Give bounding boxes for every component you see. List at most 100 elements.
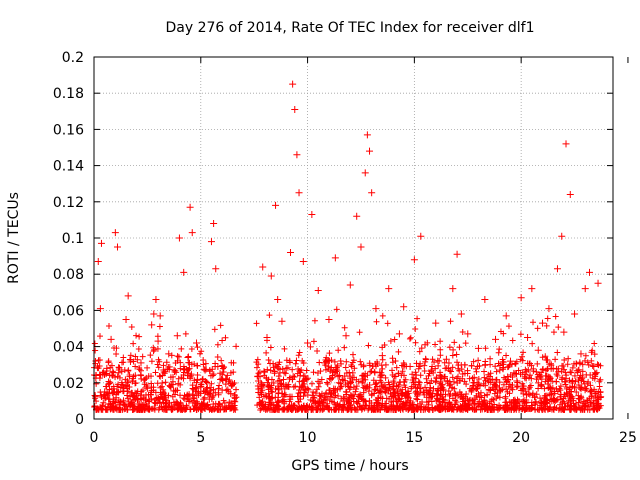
data-point — [560, 328, 568, 336]
data-point — [304, 339, 312, 347]
band-marker — [437, 338, 444, 345]
band-marker — [283, 357, 290, 364]
band-marker — [128, 323, 135, 330]
band-marker — [436, 406, 443, 413]
band-marker — [429, 356, 436, 363]
band-marker — [264, 366, 271, 373]
band-marker — [125, 367, 132, 374]
band-marker — [318, 376, 325, 383]
band-marker — [120, 359, 127, 366]
band-marker — [362, 370, 369, 377]
band-marker — [345, 406, 352, 413]
band-marker — [295, 406, 302, 413]
band-marker — [198, 403, 205, 410]
data-point — [97, 239, 105, 247]
band-marker — [547, 406, 554, 413]
band-marker — [588, 357, 595, 364]
data-point — [485, 386, 493, 394]
band-marker — [136, 366, 143, 373]
band-marker — [492, 382, 499, 389]
band-marker — [484, 391, 491, 398]
band-marker — [595, 362, 602, 369]
band-marker — [385, 387, 392, 394]
band-marker — [564, 402, 571, 409]
y-tick-label: 0.1 — [62, 231, 84, 247]
band-marker — [513, 406, 520, 413]
band-marker — [493, 368, 500, 375]
band-marker — [226, 399, 233, 406]
band-marker — [145, 398, 152, 405]
data-point — [154, 337, 162, 345]
band-marker — [490, 396, 497, 403]
band-marker — [415, 365, 422, 372]
data-point — [549, 364, 557, 372]
band-marker — [344, 397, 351, 404]
band-marker — [280, 376, 287, 383]
band-marker — [559, 398, 566, 405]
band-marker — [519, 353, 526, 360]
band-marker — [143, 374, 150, 381]
band-marker — [233, 343, 240, 350]
band-marker — [447, 381, 454, 388]
data-point — [94, 258, 102, 266]
band-marker — [142, 392, 149, 399]
band-marker — [210, 371, 217, 378]
band-marker — [331, 399, 338, 406]
band-marker — [350, 391, 357, 398]
data-point — [528, 285, 536, 293]
band-marker — [317, 405, 324, 412]
band-marker — [296, 386, 303, 393]
band-marker — [264, 379, 271, 386]
band-marker — [261, 403, 268, 410]
y-tick-label: 0.16 — [53, 122, 84, 138]
band-marker — [563, 389, 570, 396]
data-point — [558, 232, 566, 240]
band-marker — [253, 364, 260, 371]
band-marker — [187, 406, 194, 413]
data-point — [103, 364, 111, 372]
band-marker — [168, 406, 175, 413]
band-marker — [373, 363, 380, 370]
band-marker — [303, 376, 310, 383]
band-marker — [487, 377, 494, 384]
band-marker — [572, 378, 579, 385]
band-marker — [529, 340, 536, 347]
band-marker — [543, 396, 550, 403]
band-marker — [412, 326, 419, 333]
band-marker — [363, 385, 370, 392]
band-marker — [350, 351, 356, 358]
band-marker — [276, 377, 283, 384]
band-marker — [475, 375, 482, 382]
band-marker — [334, 362, 341, 369]
band-marker — [535, 385, 542, 392]
band-marker — [512, 370, 519, 377]
band-marker — [329, 374, 336, 381]
data-point — [137, 359, 145, 367]
band-marker — [480, 400, 487, 407]
band-marker — [100, 399, 107, 406]
band-marker — [327, 387, 334, 394]
band-marker — [355, 398, 362, 405]
y-tick-label: 0.08 — [53, 267, 84, 283]
band-marker — [337, 357, 344, 364]
band-marker — [434, 391, 441, 398]
band-marker — [592, 390, 599, 397]
band-marker — [368, 368, 375, 375]
band-marker — [186, 398, 193, 405]
band-marker — [312, 399, 319, 406]
band-marker — [218, 357, 225, 364]
band-marker — [513, 384, 520, 391]
band-marker — [561, 406, 568, 413]
band-marker — [537, 395, 544, 402]
band-marker — [591, 386, 598, 393]
band-marker — [452, 397, 459, 404]
band-marker — [571, 403, 578, 410]
band-marker — [412, 369, 419, 376]
band-marker — [541, 405, 548, 412]
band-marker — [343, 358, 350, 365]
band-marker — [215, 389, 222, 396]
band-marker — [554, 349, 561, 356]
band-marker — [102, 394, 109, 401]
band-marker — [281, 391, 288, 398]
band-marker — [487, 355, 494, 362]
